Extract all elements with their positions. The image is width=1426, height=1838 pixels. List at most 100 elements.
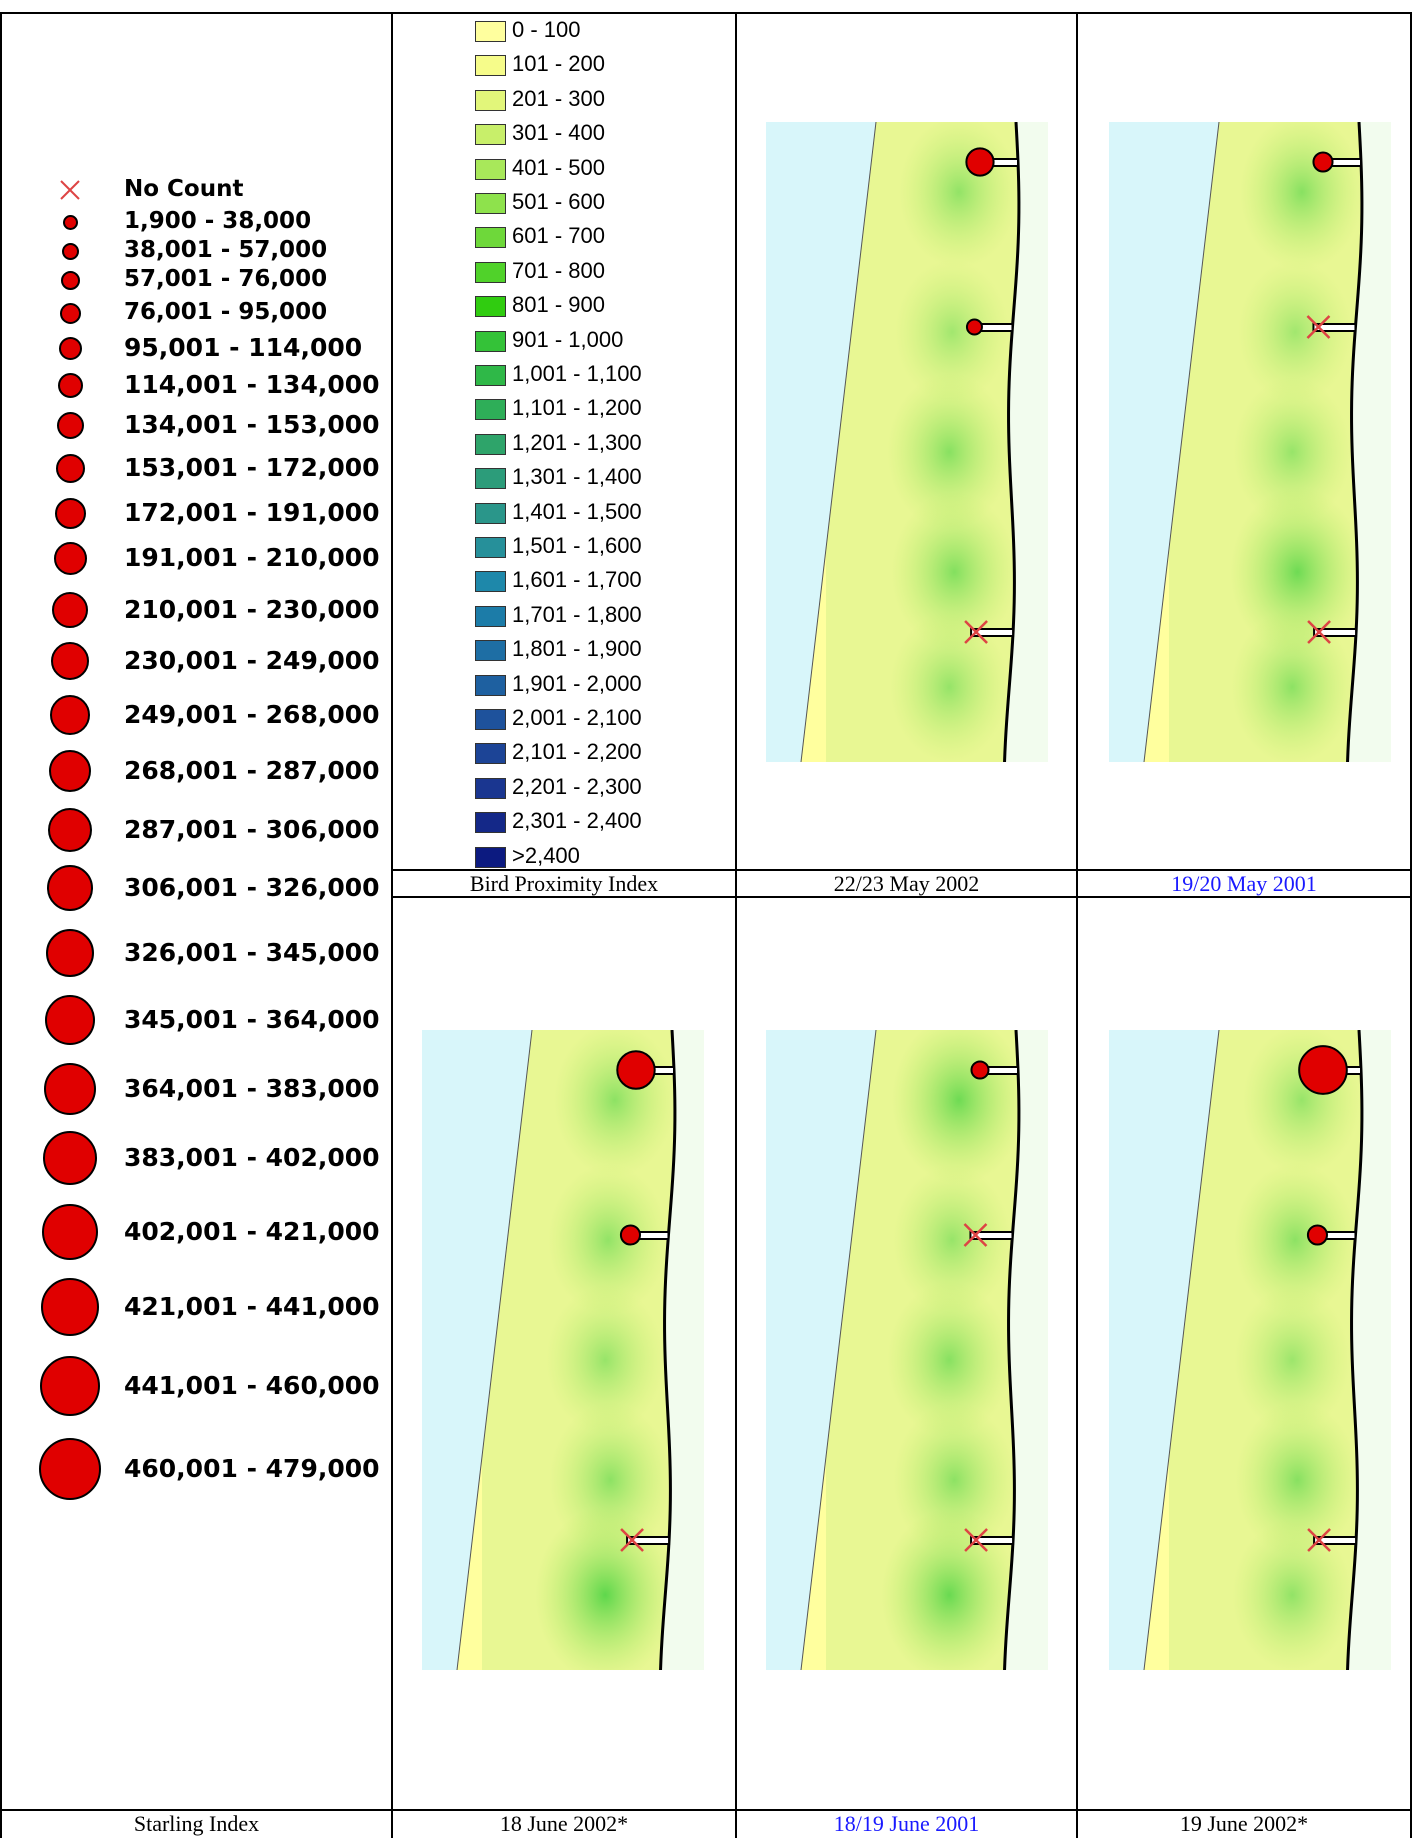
bpi-color-swatch [475,743,506,765]
bpi-color-swatch [475,468,506,490]
starling-circle-icon [44,1063,96,1115]
bpi-color-swatch [475,158,506,180]
starling-circle-icon [53,541,87,575]
starling-legend-label: 230,001 - 249,000 [124,645,380,675]
bpi-legend-label: 2,001 - 2,100 [512,705,642,730]
bpi-color-swatch [475,709,506,730]
starling-circle-icon [49,750,91,792]
starling-legend-label: 76,001 - 95,000 [124,298,328,325]
bpi-color-swatch [475,296,506,318]
starling-legend-label: 345,001 - 364,000 [124,1004,380,1034]
starling-legend-label: 268,001 - 287,000 [124,755,380,785]
bpi-color-swatch [475,433,506,455]
starling-legend-label: 287,001 - 306,000 [124,814,380,844]
bpi-color-swatch [475,227,506,249]
starling-legend-label: 249,001 - 268,000 [124,699,380,729]
starling-circle-icon [43,1131,97,1185]
starling-circle-icon [40,1356,100,1416]
caption-map-1: 22/23 May 2002 [833,871,980,896]
bpi-color-swatch [475,812,506,834]
bpi-legend-label: 0 - 100 [512,17,581,42]
starling-legend-label: 153,001 - 172,000 [124,452,380,482]
bpi-color-swatch [475,537,506,558]
starling-legend-label: 1,900 - 38,000 [124,207,312,234]
bpi-legend-label: 1,301 - 1,400 [512,464,642,490]
caption-map-3: 18 June 2002* [499,1811,629,1836]
starling-circle-icon [48,808,92,852]
grid-col-divider-2 [735,12,737,1838]
bpi-color-swatch [475,193,506,214]
caption-map-5: 19 June 2002* [1179,1811,1309,1836]
grid-col-divider-1 [391,12,393,1838]
starling-circle-icon [50,695,90,735]
starling-circle-icon [58,336,82,360]
starling-circle-icon [62,214,78,230]
starling-legend-label: 191,001 - 210,000 [124,542,380,572]
starling-legend-label: 306,001 - 326,000 [124,872,380,902]
bpi-legend-label: 1,101 - 1,200 [512,395,642,421]
starling-index-legend: No Count 1,900 - 38,000 38,001 - 57,000 57,… [0,0,390,1810]
starling-circle-icon [60,270,80,290]
beach-map [1109,122,1391,762]
bpi-color-swatch [475,330,506,352]
site-no-count-x-icon [620,1528,644,1552]
bpi-legend-label: 1,501 - 1,600 [512,533,642,558]
bpi-color-swatch [475,571,506,593]
starling-legend-label: 402,001 - 421,000 [124,1216,380,1246]
bpi-legend-label: 1,601 - 1,700 [512,567,642,593]
beach-map [766,122,1048,762]
beach-map [422,1030,704,1670]
starling-circle-icon [47,865,93,911]
site-circle-icon [965,147,995,177]
starling-circle-icon [45,995,95,1045]
bpi-legend-label: 2,301 - 2,400 [512,808,642,834]
bpi-color-swatch [475,21,506,42]
caption-map-2: 19/20 May 2001 [1171,871,1317,896]
site-circle-icon [616,1050,656,1090]
starling-circle-icon [54,497,86,529]
starling-legend-label: 38,001 - 57,000 [124,236,328,263]
grid-right-border [1410,12,1412,1838]
bpi-legend-label: 901 - 1,000 [512,326,624,352]
bpi-legend-label: 701 - 800 [512,257,605,283]
starling-legend-label: 441,001 - 460,000 [124,1370,380,1400]
site-no-count-x-icon [1306,315,1331,339]
starling-circle-icon [57,372,83,398]
starling-circle-icon [59,302,81,324]
grid-top-border [0,12,1412,14]
starling-circle-icon [55,453,85,483]
site-no-count-x-icon [963,1223,988,1247]
bpi-legend-label: 1,801 - 1,900 [512,636,642,662]
bpi-legend-label: 1,201 - 1,300 [512,429,642,455]
beach-map [766,1030,1048,1670]
grid-col-divider-3 [1076,12,1078,1838]
site-no-count-x-icon [964,620,988,644]
starling-circle-icon [61,242,79,260]
starling-circle-icon [39,1438,101,1500]
bpi-legend-label: 601 - 700 [512,223,605,249]
starling-circle-icon [41,1278,99,1336]
bpi-color-swatch [475,261,506,283]
grid-left-border [0,12,2,1838]
bpi-color-swatch [475,605,506,627]
bpi-legend-label: 1,701 - 1,800 [512,601,642,627]
grid-row-divider-1b [391,896,1412,898]
bpi-legend-label: 1,901 - 2,000 [512,670,642,696]
bpi-legend-label: 201 - 300 [512,85,605,111]
site-circle-icon [619,1224,641,1246]
site-circle-icon [1312,151,1334,173]
site-circle-icon [1298,1045,1348,1095]
bpi-legend-label: 401 - 500 [512,154,605,180]
bpi-color-swatch [475,502,506,524]
starling-legend-label: 172,001 - 191,000 [124,497,380,527]
site-circle-icon [970,1060,990,1080]
site-circle-icon [1306,1224,1328,1246]
no-count-x-icon [60,180,80,200]
starling-legend-label: 326,001 - 345,000 [124,937,380,967]
bpi-color-swatch [475,365,506,386]
bpi-legend-label: 1,401 - 1,500 [512,498,642,524]
bpi-color-swatch [475,640,506,662]
site-circle-icon [965,318,983,336]
bpi-legend-label: >2,400 [512,842,580,868]
site-no-count-x-icon [1307,1528,1331,1552]
